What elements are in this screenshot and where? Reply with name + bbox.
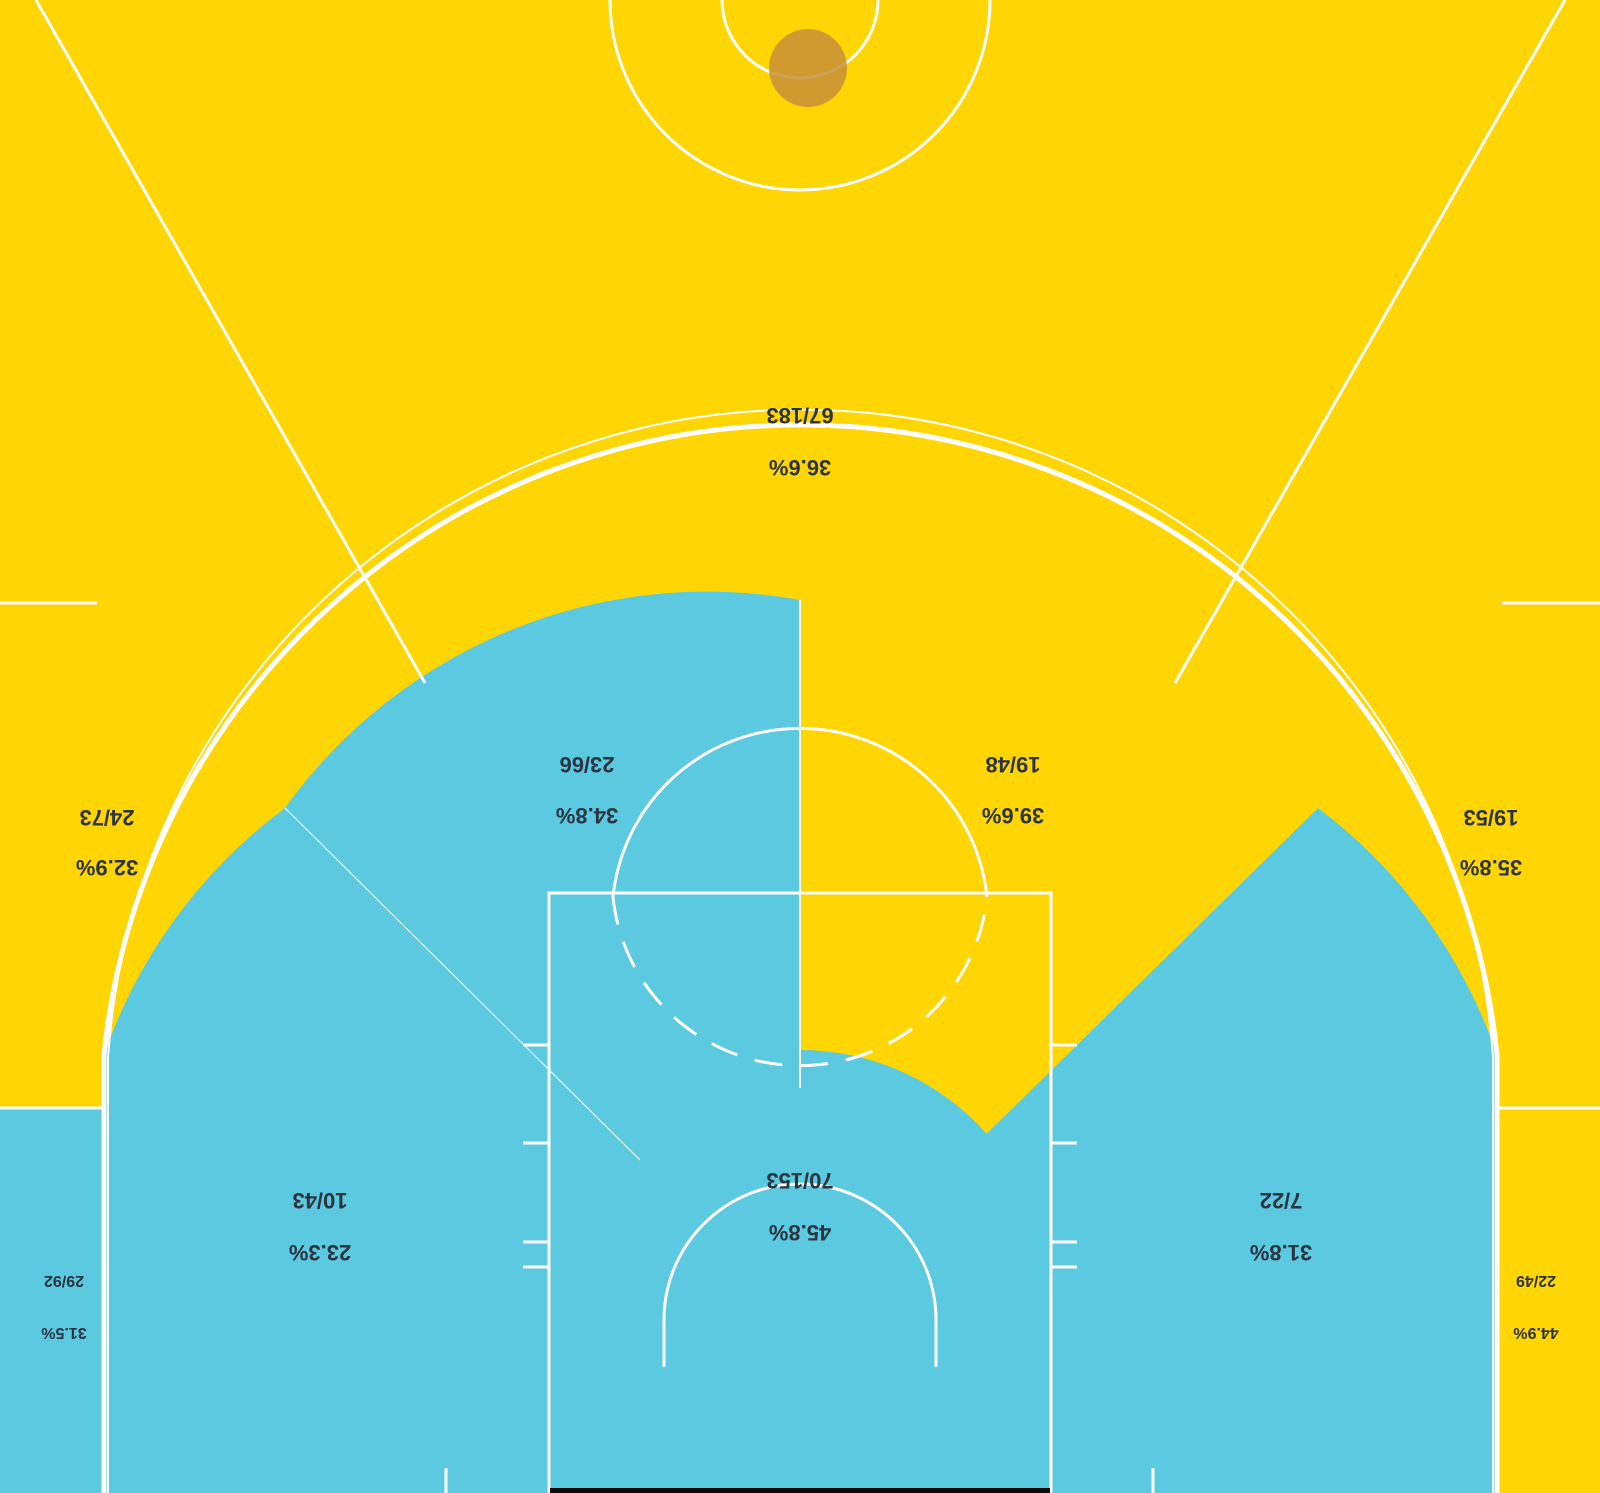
- zone-left-corner-three: [1497, 1108, 1600, 1493]
- zone-fraction-above-break-three: 67/183: [766, 403, 833, 428]
- zone-fraction-restricted-area: 70/153: [766, 1168, 833, 1193]
- zone-labels: 67/183 36.6% 24/73 32.9% 19/53 35.8% 29/92 31.5…: [41, 403, 1558, 1341]
- zone-percent-right-corner-three: 31.5%: [41, 1324, 86, 1341]
- wing-divider-right: [34, 0, 427, 684]
- restricted-area-arc: [662, 1182, 938, 1367]
- zone-percent-restricted-area: 45.8%: [769, 1220, 831, 1245]
- zone-fraction-mid-range-left-top: 19/48: [985, 752, 1040, 777]
- zone-mid-range-right-baseline: [104, 808, 640, 1493]
- zone-mid-range-left-baseline: [960, 808, 1497, 1493]
- zone-left-wing-three: [1175, 0, 1600, 1108]
- zone-percent-mid-range-left-top: 39.6%: [982, 803, 1044, 828]
- zone-percent-left-corner-three: 44.9%: [1513, 1324, 1558, 1341]
- basketball-icon: [769, 29, 847, 107]
- zone-fraction-mid-range-right-top: 23/66: [559, 752, 614, 777]
- three-point-line: [101, 422, 1500, 1493]
- mid-range-diagonal: [284, 807, 641, 1161]
- baseline-strip: [550, 1488, 1050, 1493]
- zone-fraction-mid-range-right-baseline: 10/43: [292, 1188, 347, 1213]
- zone-fraction-mid-range-left-baseline: 7/22: [1260, 1188, 1303, 1213]
- zone-fraction-left-corner-three: 22/49: [1516, 1272, 1556, 1289]
- zone-percent-above-break-three: 36.6%: [769, 455, 831, 480]
- zone-percent-mid-range-right-top: 34.8%: [556, 803, 618, 828]
- zone-right-wing-three: [0, 0, 425, 1108]
- three-point-line-inner: [107, 408, 1494, 1493]
- free-throw-circle-dashed: [611, 896, 989, 1068]
- wing-divider-left: [1173, 0, 1567, 684]
- zone-percent-mid-range-left-baseline: 31.8%: [1250, 1240, 1312, 1265]
- zone-fraction-right-wing-three: 24/73: [79, 805, 134, 830]
- zone-mid-range-left-top: [800, 591, 1318, 1160]
- zone-fraction-right-corner-three: 29/92: [44, 1272, 84, 1289]
- center-circle-outer: [608, 0, 992, 192]
- zone-percent-right-wing-three: 32.9%: [76, 855, 138, 880]
- zone-percent-mid-range-right-baseline: 23.3%: [289, 1240, 351, 1265]
- zone-right-corner-three: [0, 1108, 104, 1493]
- zone-fraction-left-wing-three: 19/53: [1463, 805, 1518, 830]
- zone-restricted-area: [550, 1050, 1050, 1493]
- zone-percent-left-wing-three: 35.8%: [1460, 855, 1522, 880]
- zone-mid-range-right-top: [285, 591, 800, 1160]
